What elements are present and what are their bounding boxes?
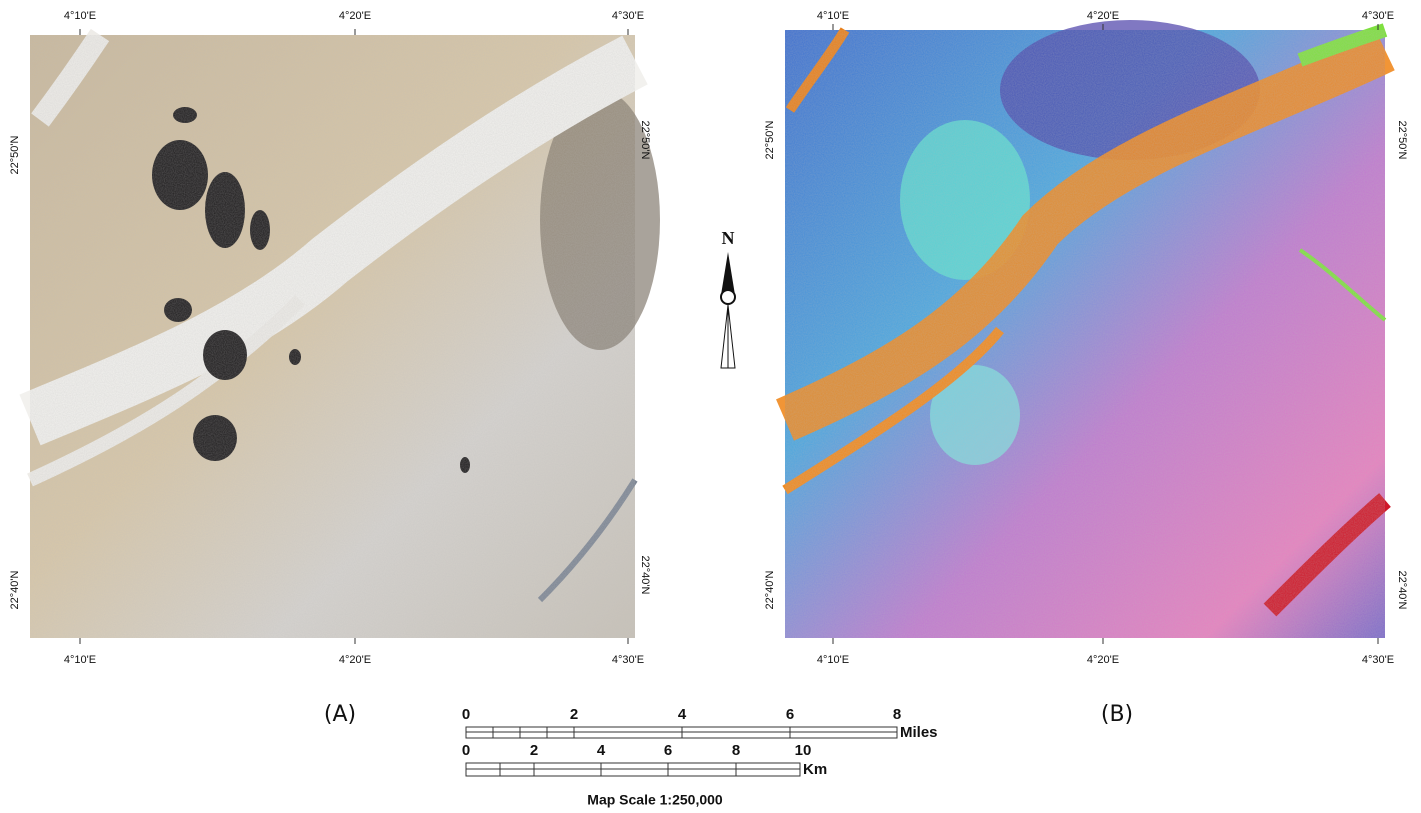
arrow-circle xyxy=(721,290,735,304)
scale-caption: Map Scale 1:250,000 xyxy=(587,792,723,808)
bottom-tick-label: 4°30'E xyxy=(1362,654,1394,666)
bottom-tick-label: 4°10'E xyxy=(64,654,96,666)
top-tick-label: 4°10'E xyxy=(817,10,849,22)
panel-label: (B) xyxy=(1101,702,1133,727)
km-label: 0 xyxy=(462,742,470,759)
texture xyxy=(30,35,635,638)
km-unit: Km xyxy=(803,761,827,778)
panel-a-image xyxy=(30,35,660,638)
north-label: N xyxy=(722,228,735,248)
scale-bar: Miles Km Map Scale 1:250,000 xyxy=(466,724,938,808)
top-tick-label: 4°20'E xyxy=(1087,10,1119,22)
bottom-tick-label: 4°30'E xyxy=(612,654,644,666)
miles-label: 4 xyxy=(678,706,687,723)
km-label: 8 xyxy=(732,742,740,759)
km-label: 6 xyxy=(664,742,672,759)
top-tick-label: 4°20'E xyxy=(339,10,371,22)
panel-b-image xyxy=(785,20,1385,638)
km-label: 4 xyxy=(597,742,606,759)
miles-label: 8 xyxy=(893,706,901,723)
right-tick-label: 22°40'N xyxy=(1396,571,1408,610)
km-label: 10 xyxy=(795,742,812,759)
left-tick-label: 22°50'N xyxy=(764,120,776,159)
bottom-tick-label: 4°20'E xyxy=(1087,654,1119,666)
page: {"panels": [ {"label": "(A)", "top_ticks… xyxy=(0,0,1421,813)
miles-unit: Miles xyxy=(900,724,938,741)
figure: N Miles Km Map Scale 1:250,000 (A) 4°10'E… xyxy=(0,0,1421,813)
texture xyxy=(785,30,1385,638)
bottom-tick-label: 4°20'E xyxy=(339,654,371,666)
left-tick-label: 22°40'N xyxy=(9,570,21,609)
miles-label: 0 xyxy=(462,706,470,723)
arrow-head xyxy=(721,252,735,295)
km-label: 2 xyxy=(530,742,538,759)
miles-label: 2 xyxy=(570,706,578,723)
bottom-tick-label: 4°10'E xyxy=(817,654,849,666)
right-tick-label: 22°50'N xyxy=(1396,121,1408,160)
left-tick-label: 22°40'N xyxy=(764,570,776,609)
top-tick-label: 4°10'E xyxy=(64,10,96,22)
left-tick-label: 22°50'N xyxy=(9,135,21,174)
body: N Miles Km Map Scale 1:250,000 (A) 4°10'E… xyxy=(0,0,1421,813)
north-arrow: N xyxy=(721,228,735,368)
top-tick-label: 4°30'E xyxy=(1362,10,1394,22)
panel-label: (A) xyxy=(324,702,356,727)
top-tick-label: 4°30'E xyxy=(612,10,644,22)
miles-label: 6 xyxy=(786,706,794,723)
right-tick-label: 22°40'N xyxy=(639,556,651,595)
right-tick-label: 22°50'N xyxy=(639,121,651,160)
